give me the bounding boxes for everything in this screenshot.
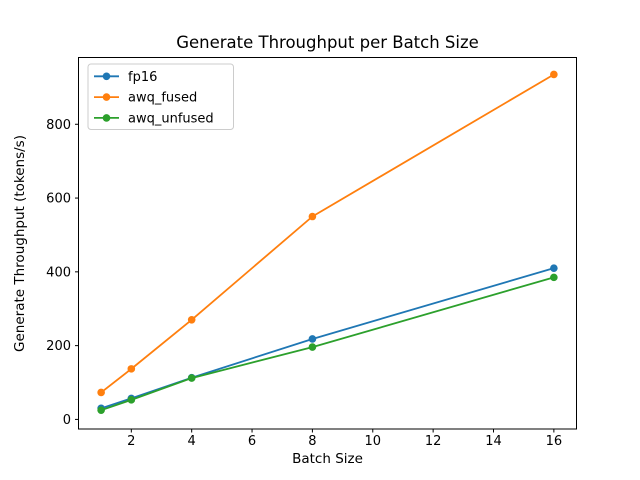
axis-ticks: 0 200 400 600 800 2 4 6 8 10 12 14 16 — [46, 118, 562, 449]
legend-label-awq_fused: awq_fused — [128, 91, 197, 106]
plot-area-border — [78, 57, 577, 430]
x-axis-label: Batch Size — [292, 451, 363, 467]
series-marker-awq_unfused — [127, 396, 136, 404]
legend-swatch-marker-awq_unfused — [102, 114, 111, 122]
x-tick-label: 16 — [546, 434, 563, 449]
series-marker-fp16 — [550, 264, 558, 272]
x-tick-label: 12 — [425, 434, 442, 449]
y-axis-label: Generate Throughput (tokens/s) — [12, 135, 28, 352]
series-marker-fp16 — [308, 335, 317, 343]
legend: fp16 awq_fused awq_unfused — [87, 63, 234, 130]
legend-label-fp16: fp16 — [128, 70, 157, 85]
series-marker-awq_unfused — [550, 273, 558, 282]
y-tick-label: 400 — [46, 265, 71, 280]
series-marker-awq_fused — [97, 388, 105, 397]
series-marker-awq_unfused — [97, 406, 105, 414]
legend-swatch-marker-fp16 — [102, 72, 111, 81]
data-series — [97, 70, 558, 414]
series-marker-awq_fused — [127, 365, 136, 373]
chart-title: Generate Throughput per Batch Size — [176, 33, 479, 52]
x-tick-label: 8 — [308, 434, 316, 449]
series-marker-awq_fused — [550, 70, 558, 79]
y-tick-label: 200 — [46, 339, 71, 354]
x-tick-label: 4 — [188, 434, 196, 449]
x-tick-label: 10 — [364, 434, 381, 449]
x-tick-label: 6 — [248, 434, 256, 449]
series-marker-awq_fused — [308, 212, 317, 221]
legend-swatch-marker-awq_fused — [102, 93, 111, 101]
y-tick-label: 800 — [46, 118, 71, 133]
series-marker-awq_fused — [187, 316, 196, 324]
series-marker-awq_unfused — [308, 343, 317, 351]
legend-label-awq_unfused: awq_unfused — [128, 111, 214, 126]
series-marker-awq_unfused — [187, 374, 196, 382]
legend-box — [87, 63, 234, 130]
x-tick-label: 14 — [485, 434, 502, 449]
y-tick-label: 0 — [63, 413, 71, 428]
y-tick-label: 600 — [46, 192, 71, 207]
series-line-awq_unfused — [100, 276, 555, 412]
x-tick-label: 2 — [127, 434, 135, 449]
